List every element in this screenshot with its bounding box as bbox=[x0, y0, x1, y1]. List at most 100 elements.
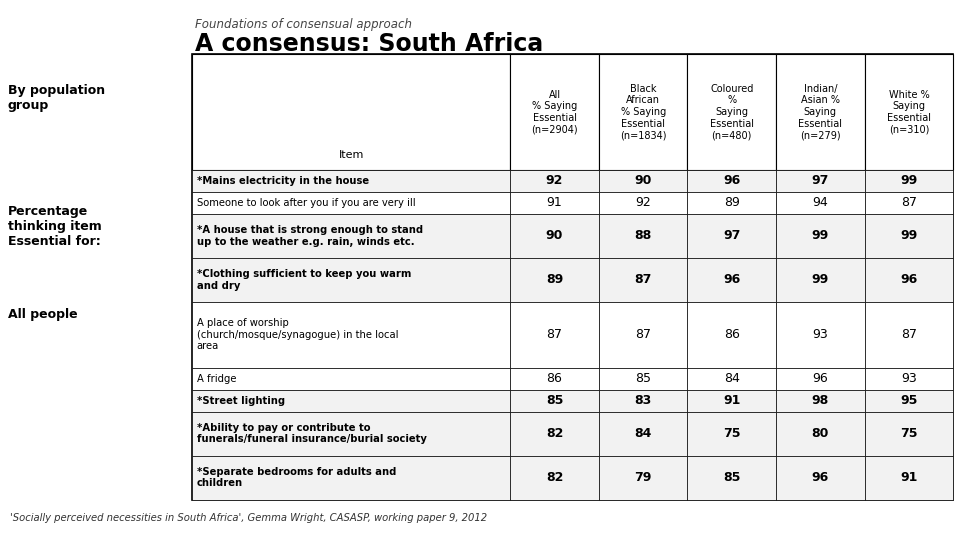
Bar bbox=[510, 390, 599, 411]
Bar bbox=[192, 192, 510, 214]
Text: 86: 86 bbox=[724, 328, 740, 341]
Text: 96: 96 bbox=[723, 174, 740, 187]
Bar bbox=[865, 192, 953, 214]
Text: 87: 87 bbox=[636, 328, 651, 341]
Bar bbox=[192, 258, 510, 302]
Bar bbox=[510, 54, 599, 170]
Bar bbox=[599, 368, 687, 390]
Text: 91: 91 bbox=[723, 394, 740, 407]
Bar bbox=[776, 390, 865, 411]
Text: Black
African
% Saying
Essential
(n=1834): Black African % Saying Essential (n=1834… bbox=[620, 84, 666, 140]
Text: All people: All people bbox=[8, 308, 78, 321]
Bar bbox=[192, 170, 510, 192]
Text: By population
group: By population group bbox=[8, 84, 105, 112]
Text: 92: 92 bbox=[546, 174, 564, 187]
Text: 97: 97 bbox=[723, 230, 740, 242]
Bar bbox=[192, 302, 510, 368]
Text: 99: 99 bbox=[900, 174, 918, 187]
Bar bbox=[192, 368, 510, 390]
Text: Item: Item bbox=[339, 150, 364, 160]
Bar bbox=[687, 411, 776, 456]
Bar bbox=[192, 456, 510, 500]
Text: 87: 87 bbox=[901, 197, 917, 210]
Bar bbox=[510, 368, 599, 390]
Text: 91: 91 bbox=[546, 197, 563, 210]
Text: 99: 99 bbox=[812, 273, 829, 286]
Text: *Clothing sufficient to keep you warm
and dry: *Clothing sufficient to keep you warm an… bbox=[197, 269, 411, 291]
Text: 83: 83 bbox=[635, 394, 652, 407]
Bar bbox=[865, 368, 953, 390]
Text: 87: 87 bbox=[546, 328, 563, 341]
Bar bbox=[865, 302, 953, 368]
Bar bbox=[776, 411, 865, 456]
Bar bbox=[776, 456, 865, 500]
Bar bbox=[776, 214, 865, 258]
Bar bbox=[776, 170, 865, 192]
Bar bbox=[865, 258, 953, 302]
Bar bbox=[776, 258, 865, 302]
Text: *A house that is strong enough to stand
up to the weather e.g. rain, winds etc.: *A house that is strong enough to stand … bbox=[197, 225, 423, 247]
Text: 84: 84 bbox=[724, 372, 740, 385]
Text: 97: 97 bbox=[811, 174, 829, 187]
Bar bbox=[687, 390, 776, 411]
Text: 'Socially perceived necessities in South Africa', Gemma Wright, CASASP, working : 'Socially perceived necessities in South… bbox=[10, 514, 487, 523]
Text: 75: 75 bbox=[900, 427, 918, 440]
Text: *Street lighting: *Street lighting bbox=[197, 396, 285, 406]
Text: 88: 88 bbox=[635, 230, 652, 242]
Bar bbox=[192, 390, 510, 411]
Bar bbox=[510, 214, 599, 258]
Text: 86: 86 bbox=[546, 372, 563, 385]
Bar bbox=[687, 170, 776, 192]
Text: 85: 85 bbox=[546, 394, 564, 407]
Text: Percentage
thinking item
Essential for:: Percentage thinking item Essential for: bbox=[8, 205, 102, 248]
Text: A fridge: A fridge bbox=[197, 374, 236, 383]
Bar bbox=[192, 214, 510, 258]
Bar bbox=[192, 411, 510, 456]
Bar bbox=[599, 411, 687, 456]
Text: 89: 89 bbox=[724, 197, 740, 210]
Bar bbox=[510, 170, 599, 192]
Text: 93: 93 bbox=[812, 328, 828, 341]
Text: White %
Saying
Essential
(n=310): White % Saying Essential (n=310) bbox=[887, 90, 931, 134]
Bar bbox=[776, 368, 865, 390]
Bar bbox=[510, 302, 599, 368]
Text: 96: 96 bbox=[812, 372, 828, 385]
Bar bbox=[599, 214, 687, 258]
Text: Someone to look after you if you are very ill: Someone to look after you if you are ver… bbox=[197, 198, 416, 208]
Bar bbox=[865, 456, 953, 500]
Bar bbox=[687, 302, 776, 368]
Text: 82: 82 bbox=[546, 471, 564, 484]
Text: 96: 96 bbox=[723, 273, 740, 286]
Text: A consensus: South Africa: A consensus: South Africa bbox=[195, 32, 543, 56]
Text: 89: 89 bbox=[546, 273, 564, 286]
Text: 87: 87 bbox=[635, 273, 652, 286]
Bar bbox=[687, 192, 776, 214]
Text: Foundations of consensual approach: Foundations of consensual approach bbox=[195, 18, 412, 31]
Text: *Ability to pay or contribute to
funerals/funeral insurance/burial society: *Ability to pay or contribute to funeral… bbox=[197, 423, 426, 444]
Bar bbox=[776, 302, 865, 368]
Text: 95: 95 bbox=[900, 394, 918, 407]
Text: 92: 92 bbox=[636, 197, 651, 210]
Text: 75: 75 bbox=[723, 427, 740, 440]
Bar bbox=[865, 390, 953, 411]
Bar bbox=[192, 54, 953, 500]
Text: 79: 79 bbox=[635, 471, 652, 484]
Bar bbox=[599, 192, 687, 214]
Bar bbox=[599, 302, 687, 368]
Bar bbox=[599, 456, 687, 500]
Text: 82: 82 bbox=[546, 427, 564, 440]
Text: 84: 84 bbox=[635, 427, 652, 440]
Text: 99: 99 bbox=[900, 230, 918, 242]
Text: *Mains electricity in the house: *Mains electricity in the house bbox=[197, 176, 369, 186]
Bar bbox=[599, 54, 687, 170]
Bar bbox=[687, 258, 776, 302]
Text: 99: 99 bbox=[812, 230, 829, 242]
Text: 87: 87 bbox=[901, 328, 917, 341]
Text: 96: 96 bbox=[900, 273, 918, 286]
Bar bbox=[776, 54, 865, 170]
Text: 85: 85 bbox=[636, 372, 651, 385]
Text: All
% Saying
Essential
(n=2904): All % Saying Essential (n=2904) bbox=[531, 90, 578, 134]
Text: 91: 91 bbox=[900, 471, 918, 484]
Bar bbox=[599, 390, 687, 411]
Text: Indian/
Asian %
Saying
Essential
(n=279): Indian/ Asian % Saying Essential (n=279) bbox=[799, 84, 842, 140]
